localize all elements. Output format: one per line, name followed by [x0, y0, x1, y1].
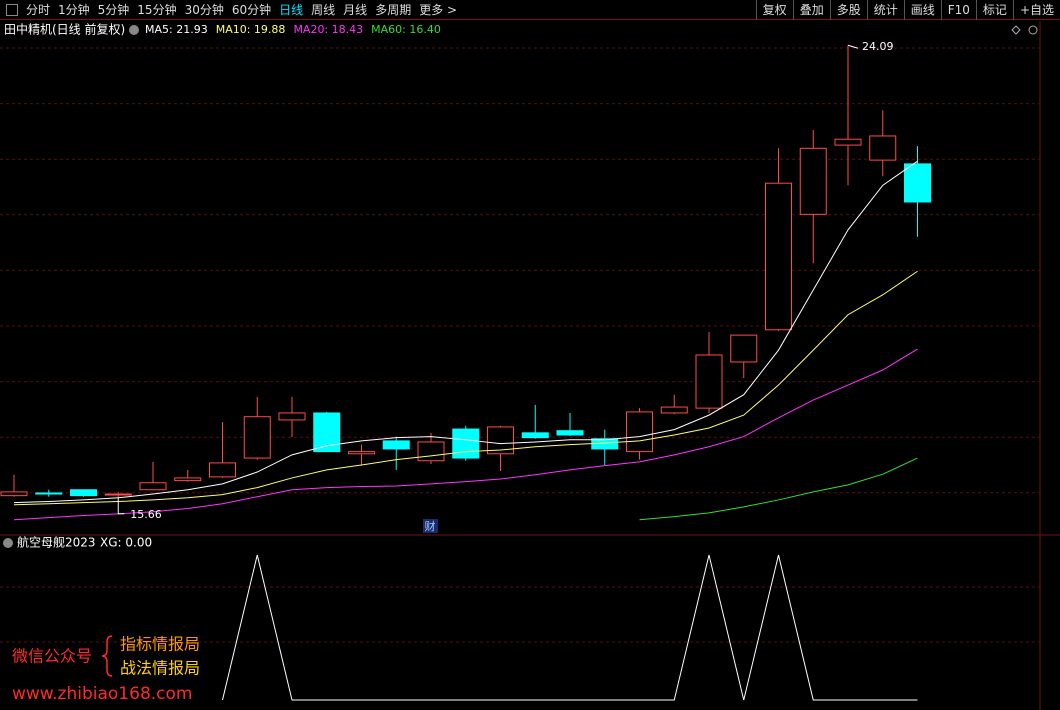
dropdown-icon[interactable]: [129, 25, 139, 35]
low-label: 15.66: [130, 508, 162, 521]
candle-body: [869, 135, 897, 161]
tool-buttons: 复权 叠加 多股 统计 画线 F10 标记 +自选: [755, 0, 1060, 20]
ma-line: [13, 270, 918, 506]
candle-body: [730, 334, 758, 363]
candle-body: [0, 491, 28, 497]
candle-body: [626, 411, 653, 453]
candle-body: [70, 489, 97, 497]
period-tab[interactable]: 60分钟: [231, 3, 272, 17]
period-tab[interactable]: 更多 >: [419, 3, 458, 17]
high-label: 24.09: [862, 40, 894, 53]
ma-label: MA60: 16.40: [371, 23, 441, 36]
candle-body: [834, 138, 862, 146]
period-tab[interactable]: 多周期: [375, 3, 412, 17]
toolbar: 分时 1分钟 5分钟 15分钟 30分钟 60分钟 日线 周线 月线 多周期 更多 > 复权 叠加 多股…: [0, 0, 1060, 20]
candle-body: [695, 354, 723, 409]
period-tab[interactable]: 分时: [26, 3, 51, 17]
candle-body: [799, 147, 827, 215]
pointer: [117, 497, 125, 515]
tool-button[interactable]: 多股: [829, 0, 867, 20]
candle-body: [417, 441, 445, 462]
ma-label: MA5: 21.93: [145, 23, 208, 36]
indicator-title: 航空母舰2023: [17, 535, 96, 550]
period-tab[interactable]: 15分钟: [137, 3, 177, 17]
tool-button[interactable]: 复权: [755, 0, 793, 20]
candle-body: [348, 451, 375, 455]
watermark-name: 指标情报局: [120, 635, 200, 654]
ma-line: [639, 457, 918, 521]
period-tab[interactable]: 5分钟: [97, 3, 130, 17]
candle-body: [660, 406, 688, 414]
candle-body: [35, 492, 63, 495]
period-tab[interactable]: 日线: [279, 3, 304, 17]
watermark-site: www.zhibiao168.com: [12, 684, 192, 704]
candle-body: [765, 182, 792, 331]
close-icon[interactable]: [1028, 25, 1038, 35]
brace: [101, 635, 113, 677]
candle-body: [278, 412, 306, 421]
layout: [0, 21, 1060, 710]
candle-body: [904, 163, 931, 203]
ma-label: MA10: 19.88: [216, 23, 286, 36]
tool-button[interactable]: +自选: [1012, 0, 1060, 20]
watermark-account: 微信公众号: [12, 647, 92, 666]
pointer: [847, 44, 859, 49]
tool-button[interactable]: F10: [940, 0, 976, 20]
chart-title: 田中精机(日线 前复权): [4, 22, 125, 37]
candle-body: [139, 482, 167, 491]
candle-body: [521, 432, 549, 439]
ma-line: [13, 160, 918, 504]
candle-body: [243, 416, 271, 459]
finance-badge[interactable]: 财: [425, 519, 436, 533]
candle-body: [209, 462, 236, 478]
badge-bg[interactable]: [423, 519, 438, 533]
period-tab[interactable]: 30分钟: [184, 3, 224, 17]
candle-body: [313, 412, 341, 453]
watermark-name: 战法情报局: [120, 659, 200, 678]
tool-button[interactable]: 画线: [903, 0, 941, 20]
period-tabs: 分时 1分钟 5分钟 15分钟 30分钟 60分钟 日线 周线 月线 多周期 更多 >: [26, 1, 756, 18]
ma-line: [13, 348, 918, 521]
grid: [0, 47, 1040, 643]
tool-button[interactable]: 叠加: [792, 0, 830, 20]
period-tab[interactable]: 月线: [343, 3, 368, 17]
tool-button[interactable]: 标记: [975, 0, 1013, 20]
diamond-icon[interactable]: [1011, 25, 1021, 35]
candle-body: [452, 428, 480, 459]
ma-label: MA20: 18.43: [293, 23, 363, 36]
candle-body: [104, 493, 132, 496]
candle-body: [556, 430, 584, 436]
menu-icon[interactable]: [6, 3, 18, 16]
candle-body: [382, 440, 410, 450]
dropdown-icon[interactable]: [3, 538, 13, 548]
period-tab[interactable]: 周线: [311, 3, 336, 17]
candle-body: [174, 477, 202, 482]
signal-line: [222, 554, 918, 701]
tool-button[interactable]: 统计: [866, 0, 904, 20]
period-tab[interactable]: 1分钟: [58, 3, 90, 17]
indicator-value: XG: 0.00: [100, 536, 152, 550]
